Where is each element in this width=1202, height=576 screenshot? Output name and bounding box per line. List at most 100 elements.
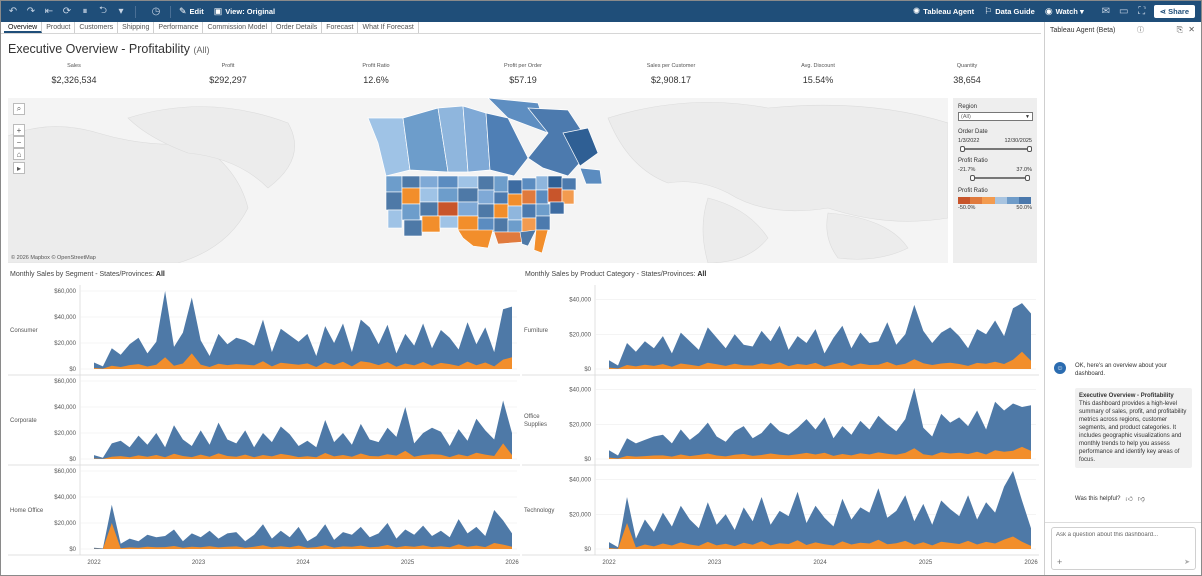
tableau-agent-pane: Tableau Agent (Beta) ⓘ ⎘ ✕ ☺ OK, here's … bbox=[1044, 22, 1201, 575]
kpi-profit: Profit $292,297 bbox=[178, 63, 278, 85]
pan-arrow-icon[interactable]: ▸ bbox=[13, 162, 25, 174]
send-icon[interactable]: ➤ bbox=[1184, 559, 1190, 566]
legend-swatch bbox=[1006, 197, 1019, 204]
y-tick-label: $60,000 bbox=[54, 289, 76, 295]
y-tick-label: $20,000 bbox=[54, 521, 76, 527]
watch-button[interactable]: ◉ Watch ▾ bbox=[1044, 6, 1084, 16]
y-tick-label: $40,000 bbox=[569, 388, 591, 394]
sales-area[interactable] bbox=[609, 471, 1031, 549]
kpi-profit-per-order: Profit per Order $57.19 bbox=[473, 63, 573, 85]
thumbs-down-icon[interactable]: 👎︎ bbox=[1137, 496, 1145, 503]
y-tick-label: $0 bbox=[69, 547, 76, 553]
filters-panel: Region (All) ▼ Order Date 1/3/2022 12/30… bbox=[953, 98, 1037, 263]
y-tick-label: $60,000 bbox=[54, 469, 76, 475]
revert-icon[interactable]: ⇤ bbox=[44, 6, 54, 17]
profit-ratio-min[interactable]: -21.7% bbox=[958, 167, 976, 173]
plus-icon[interactable]: + bbox=[1057, 557, 1063, 567]
comment-icon[interactable]: ✉ bbox=[1101, 6, 1110, 17]
profit-ratio-legend-title: Profit Ratio bbox=[958, 188, 988, 194]
order-date-end[interactable]: 12/30/2025 bbox=[1004, 138, 1032, 144]
undo-icon[interactable]: ↶ bbox=[8, 6, 18, 17]
pencil-icon: ✎ bbox=[179, 6, 187, 16]
ask-question-input[interactable] bbox=[1056, 532, 1191, 538]
profit-area[interactable] bbox=[609, 446, 1031, 459]
edit-button[interactable]: ✎ Edit bbox=[179, 6, 204, 16]
ask-question-box[interactable]: + ➤ bbox=[1051, 527, 1196, 570]
profit-area[interactable] bbox=[94, 443, 512, 459]
sales-area[interactable] bbox=[609, 387, 1031, 459]
profit-ratio-max-handle[interactable] bbox=[1025, 175, 1030, 181]
profit-area[interactable] bbox=[94, 353, 512, 369]
order-date-start-handle[interactable] bbox=[960, 146, 965, 152]
dashboard-title: Executive Overview - Profitability (All) bbox=[8, 42, 210, 56]
x-tick-label: 2023 bbox=[708, 560, 722, 566]
map-canvas[interactable] bbox=[8, 98, 948, 263]
zoom-in-icon[interactable]: + bbox=[13, 124, 25, 136]
tab-forecast[interactable]: Forecast bbox=[322, 22, 359, 33]
tab-performance[interactable]: Performance bbox=[154, 22, 204, 33]
x-tick-label: 2022 bbox=[87, 560, 101, 566]
close-icon[interactable]: ✕ bbox=[1188, 25, 1195, 34]
profit-ratio-min-handle[interactable] bbox=[970, 175, 975, 181]
info-icon[interactable]: ⓘ bbox=[1137, 27, 1144, 34]
tab-shipping[interactable]: Shipping bbox=[118, 22, 155, 33]
order-date-start[interactable]: 1/3/2022 bbox=[958, 138, 980, 144]
sales-area[interactable] bbox=[94, 504, 512, 549]
tab-product[interactable]: Product bbox=[42, 22, 76, 33]
profit-area[interactable] bbox=[609, 351, 1031, 369]
data-guide-button[interactable]: ⚐ Data Guide bbox=[984, 6, 1035, 16]
agent-icon: ✺ bbox=[912, 6, 921, 16]
row-label: Furniture bbox=[524, 328, 549, 334]
y-tick-label: $0 bbox=[584, 457, 591, 463]
kpi-label: Profit per Order bbox=[504, 63, 542, 69]
thumbs-up-icon[interactable]: 👍︎ bbox=[1125, 496, 1133, 503]
present-icon[interactable]: ▭ bbox=[1119, 6, 1129, 17]
kpi-label: Profit Ratio bbox=[362, 63, 390, 69]
view-original-button[interactable]: ▣ View: Original bbox=[213, 6, 276, 16]
profit-area[interactable] bbox=[609, 523, 1031, 549]
share-button[interactable]: ⋖ Share bbox=[1153, 5, 1195, 18]
tab-commission-model[interactable]: Commission Model bbox=[203, 22, 273, 33]
refresh-icon[interactable]: ⟳ bbox=[62, 6, 72, 17]
history-icon[interactable]: ◷ bbox=[151, 6, 161, 17]
pause-icon[interactable]: ⏸ bbox=[82, 6, 88, 17]
map-view[interactable]: ⌕ + − ⌂ ▸ © 2026 Mapbox © OpenStreetMap bbox=[8, 98, 948, 263]
home-icon[interactable]: ⌂ bbox=[13, 148, 25, 160]
segment-chart-title: Monthly Sales by Segment - States/Provin… bbox=[10, 271, 165, 278]
tab-customers[interactable]: Customers bbox=[75, 22, 119, 33]
tab-what-if-forecast[interactable]: What If Forecast bbox=[358, 22, 419, 33]
kpi-label: Quantity bbox=[956, 63, 978, 69]
legend-max: 50.0% bbox=[1016, 205, 1032, 211]
order-date-slider[interactable] bbox=[960, 146, 1032, 152]
y-tick-label: $20,000 bbox=[54, 341, 76, 347]
map-attribution[interactable]: © 2026 Mapbox © OpenStreetMap bbox=[11, 255, 96, 261]
sales-area[interactable] bbox=[94, 291, 512, 369]
redo-icon[interactable]: ↷ bbox=[26, 6, 36, 17]
kpi-sales-per-customer: Sales per Customer $2,908.17 bbox=[621, 63, 721, 85]
sales-area[interactable] bbox=[609, 303, 1031, 369]
profit-ratio-slider[interactable] bbox=[970, 175, 1030, 181]
tableau-agent-button[interactable]: ✺ Tableau Agent bbox=[912, 6, 975, 16]
replay-icon[interactable]: ⮌ bbox=[98, 5, 107, 16]
dropdown-caret-icon[interactable]: ▾ bbox=[118, 6, 124, 17]
tab-overview[interactable]: Overview bbox=[4, 22, 43, 33]
x-tick-label: 2024 bbox=[296, 560, 310, 566]
x-tick-label: 2026 bbox=[505, 560, 519, 566]
region-filter-title: Region bbox=[958, 104, 978, 110]
row-label: Office Supplies bbox=[524, 414, 547, 428]
tab-order-details[interactable]: Order Details bbox=[272, 22, 323, 33]
fullscreen-icon[interactable]: ⛶ bbox=[1138, 6, 1146, 17]
region-dropdown[interactable]: (All) ▼ bbox=[958, 112, 1033, 121]
feedback-row: Was this helpful? 👍︎ 👎︎ bbox=[1075, 495, 1145, 504]
order-date-end-handle[interactable] bbox=[1027, 146, 1032, 152]
map-search-icon[interactable]: ⌕ bbox=[13, 103, 25, 115]
segment-area-chart[interactable]: $60,000 $40,000 $20,000 $0 Consumer $60,000 $4… bbox=[8, 283, 520, 571]
kpi-label: Avg. Discount bbox=[801, 63, 835, 69]
sales-area[interactable] bbox=[94, 400, 512, 460]
profit-area[interactable] bbox=[94, 523, 512, 549]
zoom-out-icon[interactable]: − bbox=[13, 136, 25, 148]
profit-ratio-max[interactable]: 37.0% bbox=[1016, 167, 1032, 173]
category-area-chart[interactable]: $40,000 $20,000 $0 Furniture $40,000 $20,000 $… bbox=[522, 283, 1039, 571]
new-chat-icon[interactable]: ⎘ bbox=[1176, 25, 1183, 34]
y-tick-label: $40,000 bbox=[54, 405, 76, 411]
